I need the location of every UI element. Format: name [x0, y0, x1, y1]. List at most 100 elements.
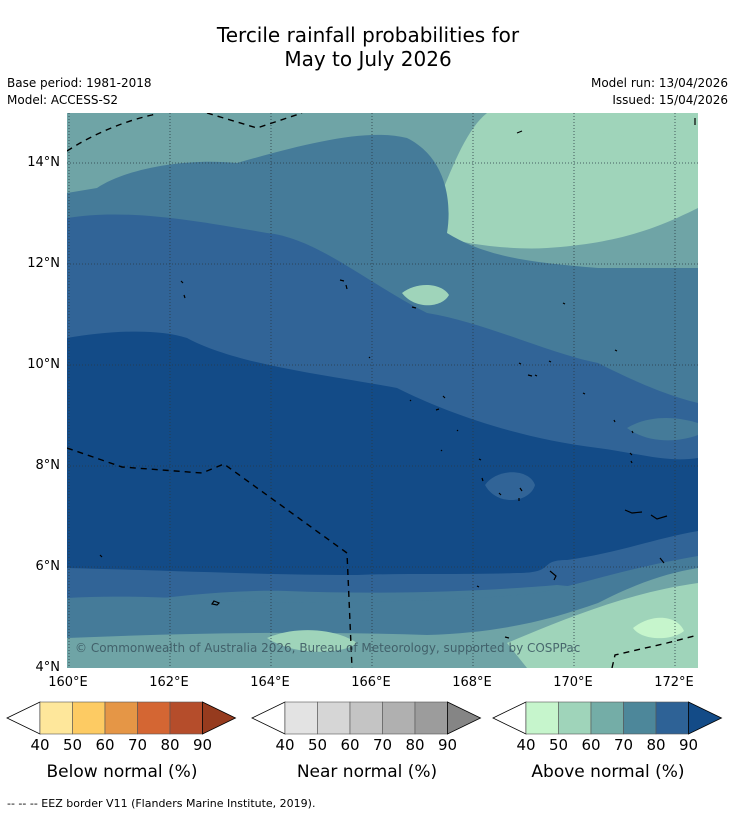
copyright-notice: © Commonwealth of Australia 2026, Bureau… [75, 641, 581, 655]
legend-high-extend [202, 701, 237, 735]
legend-tick-label: 90 [192, 736, 213, 754]
legend-tick-label: 70 [372, 736, 393, 754]
island [478, 458, 484, 482]
legend-color-bin [382, 701, 416, 735]
legend-tick-label: 90 [437, 736, 458, 754]
legend-high-extend [688, 701, 723, 735]
island [368, 356, 552, 365]
region-above-60 [427, 113, 698, 249]
island [411, 306, 417, 309]
legend-tick-label: 60 [95, 736, 115, 754]
lon-tick-170e: 170°E [553, 675, 593, 690]
legend-tick-label: 80 [160, 736, 180, 754]
legend-near-normal [251, 700, 482, 736]
legend-color-bin [72, 701, 106, 735]
map-title-line1: Tercile rainfall probabilities for [216, 23, 520, 47]
island [527, 374, 538, 377]
island [613, 419, 634, 434]
island [440, 429, 459, 452]
eez-border-north [67, 113, 158, 152]
legend-tick-label: 80 [646, 736, 666, 754]
island [562, 302, 566, 305]
island [180, 280, 186, 299]
lat-tick-6n: 6°N [35, 559, 61, 574]
legend-tick-label: 90 [678, 736, 699, 754]
legend-tick-label: 70 [127, 736, 148, 754]
region-above-80-oval [485, 472, 535, 501]
island [629, 452, 633, 464]
model-label: Model: ACCESS-S2 [7, 93, 119, 107]
legend-color-bin [525, 701, 559, 735]
legend-tick-label: 80 [405, 736, 425, 754]
legend-tick-label: 40 [275, 736, 295, 754]
eez-footnote: -- -- -- EEZ border V11 (Flanders Marine… [7, 797, 316, 810]
island [99, 554, 510, 639]
legend-color-bin [558, 701, 592, 735]
island [409, 395, 446, 411]
legend-color-bin [655, 701, 689, 735]
island [624, 509, 643, 514]
lon-tick-166e: 166°E [351, 675, 391, 690]
eez-border-middle [67, 447, 353, 668]
legend-caption-below: Below normal (%) [46, 762, 198, 782]
lat-tick-8n: 8°N [35, 458, 61, 473]
legend-tick-label: 50 [548, 736, 569, 754]
lat-tick-4n: 4°N [35, 660, 61, 675]
legend-below-normal [6, 700, 237, 736]
lat-tick-10n: 10°N [27, 357, 60, 372]
lat-tick-14n: 14°N [27, 155, 60, 170]
legend-low-extend [6, 701, 41, 735]
eez-border-southeast [611, 634, 698, 668]
legend-above-normal-colorbar [492, 701, 723, 735]
legend-above-normal [492, 700, 723, 736]
legend-tick-label: 50 [307, 736, 328, 754]
legend-high-extend [447, 701, 482, 735]
region-above-50-patch [633, 617, 684, 639]
island [211, 600, 221, 606]
island [549, 557, 665, 581]
island [650, 514, 668, 520]
legend-color-bin [590, 701, 624, 735]
island-outlines [99, 118, 696, 639]
legend-low-extend [251, 701, 286, 735]
lon-tick-162e: 162°E [149, 675, 189, 690]
island [498, 487, 523, 501]
legend-color-bin [104, 701, 138, 735]
legend-caption-near: Near normal (%) [296, 762, 438, 782]
island [582, 349, 618, 395]
rainfall-probability-map [67, 113, 698, 668]
lon-tick-168e: 168°E [452, 675, 492, 690]
legend-color-bin [169, 701, 203, 735]
legend-tick-label: 70 [613, 736, 634, 754]
legend-color-bin [284, 701, 318, 735]
lon-tick-164e: 164°E [250, 675, 290, 690]
issued-label: Issued: 15/04/2026 [612, 93, 728, 107]
legend-low-extend [492, 701, 527, 735]
lon-tick-172e: 172°E [654, 675, 694, 690]
legend-caption-above: Above normal (%) [531, 762, 685, 782]
eez-borders [67, 113, 698, 668]
legend-near-normal-colorbar [251, 701, 482, 735]
map-gridlines [67, 113, 698, 668]
legend-color-bin [39, 701, 73, 735]
model-run-label: Model run: 13/04/2026 [590, 76, 728, 90]
legend-tick-label: 60 [581, 736, 601, 754]
legend-color-bin [349, 701, 383, 735]
island [516, 130, 523, 134]
legend-tick-label: 40 [30, 736, 50, 754]
region-above-75-east-patch [627, 418, 698, 441]
legend-tick-label: 60 [340, 736, 360, 754]
region-above-60-patch [402, 284, 449, 306]
island [339, 279, 348, 290]
region-above-50 [507, 113, 698, 163]
legend-tick-label: 50 [62, 736, 83, 754]
legend-color-bin [414, 701, 448, 735]
base-period-label: Base period: 1981-2018 [7, 76, 152, 90]
region-above-50-south [267, 583, 698, 668]
lat-tick-12n: 12°N [27, 256, 60, 271]
legend-color-bin [137, 701, 171, 735]
region-above-90-band [67, 331, 698, 575]
legend-below-normal-colorbar [6, 701, 237, 735]
legend-color-bin [623, 701, 657, 735]
legend-color-bin [317, 701, 351, 735]
